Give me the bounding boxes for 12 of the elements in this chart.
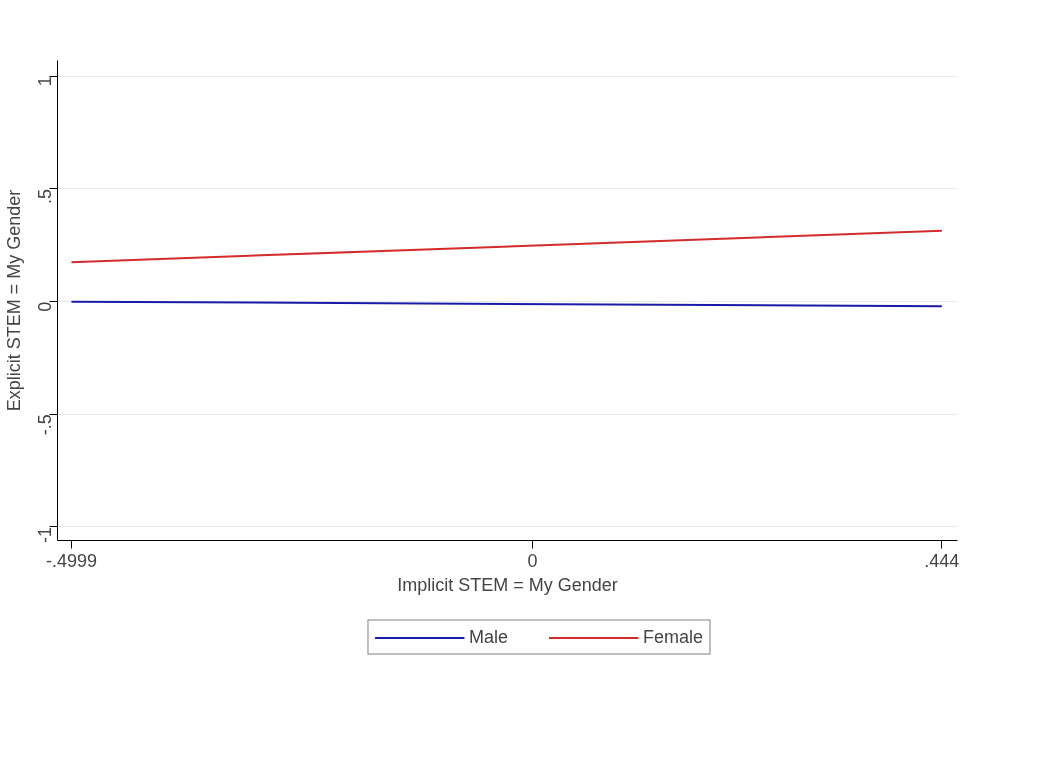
legend-label: Female	[642, 626, 704, 648]
y-tick-label: -1	[35, 526, 55, 543]
x-tick-label: .444	[924, 550, 960, 571]
x-axis-title: Implicit STEM = My Gender	[397, 574, 618, 595]
y-tick-label: 1	[35, 76, 55, 87]
y-axis-title: Explicit STEM = My Gender	[3, 189, 24, 412]
legend-label: Male	[468, 626, 508, 648]
x-tick-label: -.4999	[45, 550, 97, 571]
y-tick-label: .5	[35, 188, 55, 204]
x-tick-label: 0	[527, 550, 538, 571]
y-tick-label: 0	[35, 301, 55, 312]
y-tick-label: -.5	[35, 414, 55, 436]
